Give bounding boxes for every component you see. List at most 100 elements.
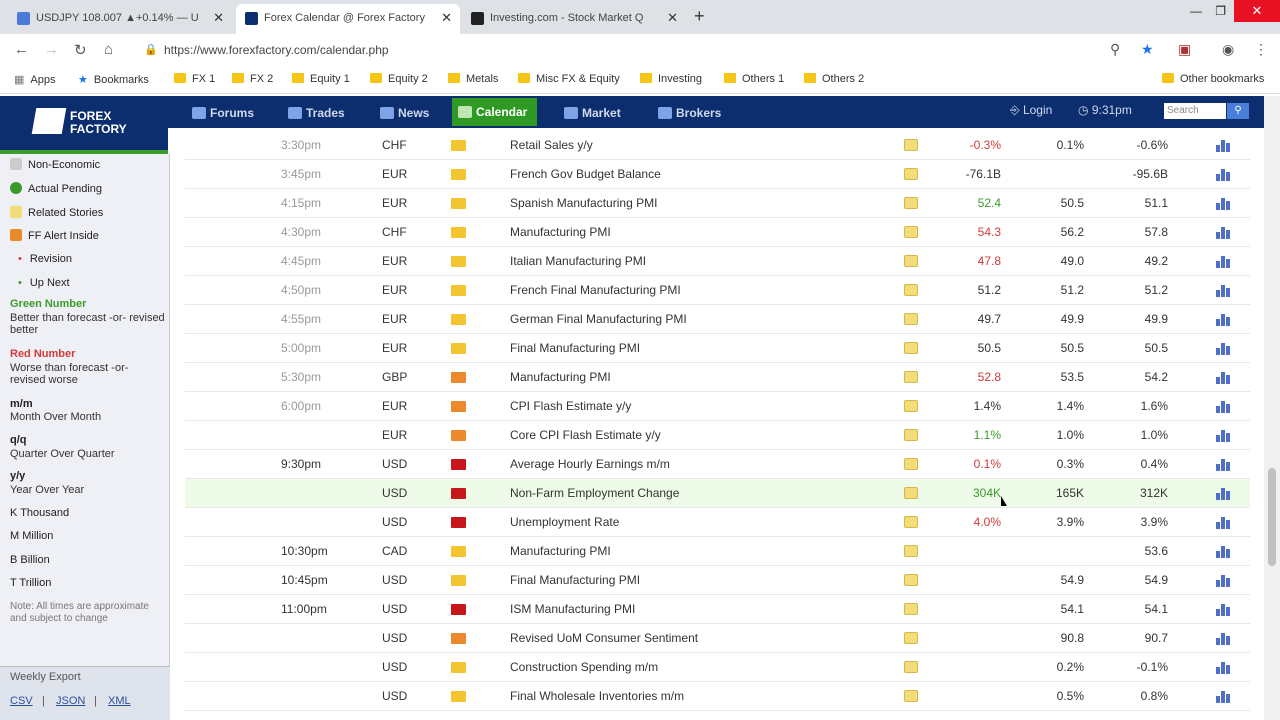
event-detail-icon[interactable]	[904, 371, 918, 383]
impact-red-icon[interactable]	[451, 488, 466, 499]
nav-news[interactable]: News	[378, 103, 429, 123]
export-csv-link[interactable]: CSV	[10, 695, 33, 707]
graph-icon[interactable]	[1216, 486, 1230, 500]
calendar-row[interactable]: 11:00pm USD ISM Manufacturing PMI 54.1 54.1	[185, 595, 1250, 624]
event-detail-icon[interactable]	[904, 603, 918, 615]
impact-yellow-icon[interactable]	[451, 140, 466, 151]
search-icon[interactable]: ⚲	[1227, 103, 1249, 119]
event-detail-icon[interactable]	[904, 429, 918, 441]
event-detail-icon[interactable]	[904, 400, 918, 412]
graph-icon[interactable]	[1216, 167, 1230, 181]
calendar-row[interactable]: USD Non-Farm Employment Change 304K 165K 312…	[185, 479, 1250, 508]
nav-trades[interactable]: Trades	[286, 103, 345, 123]
calendar-row[interactable]: USD Final Wholesale Inventories m/m 0.5% 0.…	[185, 682, 1250, 711]
calendar-row[interactable]: 4:15pm EUR Spanish Manufacturing PMI 52.4 50…	[185, 189, 1250, 218]
export-json-link[interactable]: JSON	[56, 695, 86, 707]
impact-orange-icon[interactable]	[451, 401, 466, 412]
export-xml-link[interactable]: XML	[108, 695, 131, 707]
graph-icon[interactable]	[1216, 689, 1230, 703]
impact-orange-icon[interactable]	[451, 430, 466, 441]
event-detail-icon[interactable]	[904, 487, 918, 499]
home-icon[interactable]: ⌂	[104, 41, 114, 58]
page-scrollbar[interactable]	[1264, 96, 1280, 720]
clock[interactable]: ◷ 9:31pm	[1078, 103, 1132, 117]
graph-icon[interactable]	[1216, 370, 1230, 384]
bookmark-others1[interactable]: Others 1	[724, 73, 784, 85]
calendar-row[interactable]: EUR Core CPI Flash Estimate y/y 1.1% 1.0% 1.…	[185, 421, 1250, 450]
bookmark-equity2[interactable]: Equity 2	[370, 73, 428, 85]
browser-tab-investing[interactable]: Investing.com - Stock Market Q ✕	[462, 4, 686, 34]
event-detail-icon[interactable]	[904, 255, 918, 267]
calendar-row[interactable]: 3:30pm CHF Retail Sales y/y -0.3% 0.1% -0.6%	[185, 131, 1250, 160]
calendar-row[interactable]: 5:00pm EUR Final Manufacturing PMI 50.5 50.5…	[185, 334, 1250, 363]
event-detail-icon[interactable]	[904, 284, 918, 296]
impact-red-icon[interactable]	[451, 517, 466, 528]
calendar-row[interactable]: USD Revised UoM Consumer Sentiment 90.8 90.…	[185, 624, 1250, 653]
calendar-row[interactable]: USD Unemployment Rate 4.0% 3.9% 3.9%	[185, 508, 1250, 537]
graph-icon[interactable]	[1216, 283, 1230, 297]
close-tab-icon[interactable]: ✕	[667, 10, 678, 25]
calendar-row[interactable]: 5:30pm GBP Manufacturing PMI 52.8 53.5 54.2	[185, 363, 1250, 392]
graph-icon[interactable]	[1216, 341, 1230, 355]
url-field[interactable]: 🔒 https://www.forexfactory.com/calendar.…	[140, 38, 1170, 62]
graph-icon[interactable]	[1216, 428, 1230, 442]
event-detail-icon[interactable]	[904, 226, 918, 238]
minimize-icon[interactable]: —	[1190, 4, 1202, 18]
zoom-icon[interactable]: ⚲	[1110, 41, 1121, 57]
site-search-input[interactable]: Search	[1164, 103, 1226, 119]
bookmark-investing[interactable]: Investing	[640, 73, 702, 85]
graph-icon[interactable]	[1216, 254, 1230, 268]
graph-icon[interactable]	[1216, 573, 1230, 587]
calendar-row[interactable]: 9:30pm USD Average Hourly Earnings m/m 0.1%…	[185, 450, 1250, 479]
graph-icon[interactable]	[1216, 312, 1230, 326]
scrollbar-thumb[interactable]	[1268, 468, 1276, 566]
impact-yellow-icon[interactable]	[451, 314, 466, 325]
extension-icon[interactable]: ▣	[1178, 41, 1192, 57]
graph-icon[interactable]	[1216, 631, 1230, 645]
bookmark-apps[interactable]: ▦ Apps	[14, 73, 55, 86]
impact-yellow-icon[interactable]	[451, 227, 466, 238]
back-icon[interactable]: ←	[14, 41, 29, 58]
account-icon[interactable]: ◉	[1222, 41, 1235, 57]
event-detail-icon[interactable]	[904, 516, 918, 528]
calendar-row[interactable]: 4:55pm EUR German Final Manufacturing PMI 4…	[185, 305, 1250, 334]
graph-icon[interactable]	[1216, 138, 1230, 152]
calendar-row[interactable]: 10:45pm USD Final Manufacturing PMI 54.9 54.…	[185, 566, 1250, 595]
event-detail-icon[interactable]	[904, 574, 918, 586]
graph-icon[interactable]	[1216, 225, 1230, 239]
bookmark-fx2[interactable]: FX 2	[232, 73, 273, 85]
site-logo[interactable]: FOREX FACTORY	[0, 96, 168, 154]
browser-tab-forex-calendar[interactable]: Forex Calendar @ Forex Factory ✕	[236, 4, 460, 34]
login-link[interactable]: ⎆ Login	[1010, 103, 1053, 117]
restore-icon[interactable]: ❐	[1215, 4, 1226, 18]
nav-market[interactable]: Market	[562, 103, 621, 123]
graph-icon[interactable]	[1216, 544, 1230, 558]
menu-icon[interactable]: ⋮	[1254, 41, 1268, 57]
forward-icon[interactable]: →	[44, 41, 59, 58]
bookmark-other[interactable]: Other bookmarks	[1162, 73, 1264, 85]
graph-icon[interactable]	[1216, 196, 1230, 210]
bookmark-metals[interactable]: Metals	[448, 73, 498, 85]
event-detail-icon[interactable]	[904, 342, 918, 354]
calendar-row[interactable]: 4:45pm EUR Italian Manufacturing PMI 47.8 49…	[185, 247, 1250, 276]
close-window-icon[interactable]: ✕	[1234, 0, 1280, 22]
event-detail-icon[interactable]	[904, 632, 918, 644]
nav-calendar[interactable]: Calendar	[452, 98, 538, 126]
event-detail-icon[interactable]	[904, 458, 918, 470]
impact-yellow-icon[interactable]	[451, 285, 466, 296]
event-detail-icon[interactable]	[904, 690, 918, 702]
calendar-row[interactable]: 10:30pm CAD Manufacturing PMI 53.6	[185, 537, 1250, 566]
nav-forums[interactable]: Forums	[190, 103, 254, 123]
close-tab-icon[interactable]: ✕	[441, 10, 452, 25]
impact-orange-icon[interactable]	[451, 372, 466, 383]
impact-yellow-icon[interactable]	[451, 546, 466, 557]
bookmark-fx1[interactable]: FX 1	[174, 73, 215, 85]
reload-icon[interactable]: ↻	[74, 42, 87, 59]
event-detail-icon[interactable]	[904, 168, 918, 180]
event-detail-icon[interactable]	[904, 545, 918, 557]
bookmark-equity1[interactable]: Equity 1	[292, 73, 350, 85]
event-detail-icon[interactable]	[904, 197, 918, 209]
impact-yellow-icon[interactable]	[451, 169, 466, 180]
impact-yellow-icon[interactable]	[451, 575, 466, 586]
calendar-row[interactable]: 3:45pm EUR French Gov Budget Balance -76.1B…	[185, 160, 1250, 189]
